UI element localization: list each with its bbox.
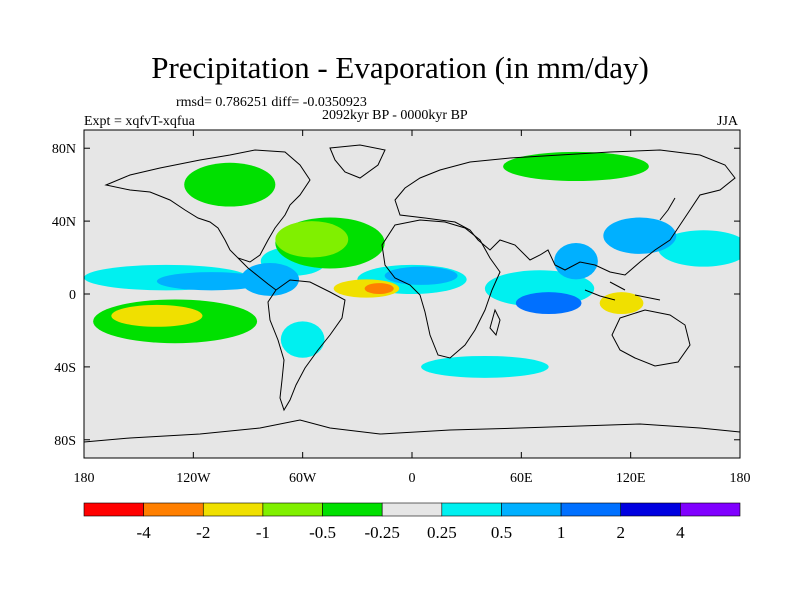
coast-south-america [267, 279, 346, 412]
colorbar-swatch [262, 502, 323, 517]
x-tick-label: 120E [616, 471, 646, 486]
coast-central-america [237, 257, 277, 291]
colorbar-label: -0.25 [364, 523, 399, 542]
axes: 180 120W 60W 0 60E 120E 180 80N 40N 0 40S 80S [52, 130, 751, 486]
coast-japan [659, 197, 676, 221]
x-tick-label: 60W [289, 471, 317, 486]
field-bay-of-bengal-positive [554, 242, 598, 280]
field-central-america-positive [240, 263, 300, 296]
coast-greenland [329, 144, 386, 179]
colorbar-swatch [381, 502, 443, 517]
y-tick-label: 80N [52, 142, 76, 157]
colorbar-swatch [322, 502, 383, 517]
field-atlantic-negative-core [364, 283, 394, 294]
colorbar-swatch [441, 502, 502, 517]
field-maritime-continent-negative [599, 292, 644, 315]
season-label: JJA [717, 114, 739, 129]
x-tick-label: 180 [74, 471, 95, 486]
stats-line: rmsd= 0.786251 diff= -0.0350923 [176, 95, 367, 110]
y-tick-label: 40N [52, 215, 76, 230]
map-background [84, 130, 740, 458]
colorbar-label: -4 [137, 523, 152, 542]
colorbar: -4 -2 -1 -0.5 -0.25 0.25 0.5 1 2 4 [83, 502, 741, 542]
field-siberia-dry [503, 151, 649, 182]
y-tick-label: 40S [54, 361, 76, 376]
field-southern-ocean-band [421, 355, 549, 378]
colorbar-swatch [83, 502, 144, 517]
field-south-pacific-negative [111, 304, 203, 327]
coast-africa [381, 219, 501, 359]
field-layer [84, 151, 740, 378]
colorbar-swatch [560, 502, 622, 517]
coast-eurasia [394, 149, 736, 276]
period-label: 2092kyr BP - 0000kyr BP [322, 108, 468, 123]
y-tick-label: 0 [69, 288, 76, 303]
x-tick-label: 120W [176, 471, 211, 486]
colorbar-label: -2 [196, 523, 210, 542]
colorbar-swatch [680, 502, 741, 517]
experiment-label: Expt = xqfvT-xqfua [84, 114, 195, 129]
field-north-atlantic-dry [275, 221, 349, 258]
field-north-pacific-positive [658, 230, 740, 267]
y-tick-label: 80S [54, 434, 76, 449]
colorbar-swatch [501, 502, 562, 517]
colorbar-swatch [202, 502, 264, 517]
x-tick-label: 0 [409, 471, 416, 486]
field-north-america-dry [184, 162, 276, 207]
coast-australia [611, 309, 691, 367]
field-east-asia-positive [603, 217, 677, 254]
field-pacific-itcz-positive [156, 272, 267, 291]
coast-antarctica [84, 419, 740, 443]
colorbar-label: -1 [256, 523, 270, 542]
coast-indonesia [584, 281, 661, 301]
coast-north-america [104, 149, 311, 263]
x-tick-label: 180 [730, 471, 751, 486]
colorbar-label: 0.25 [427, 523, 457, 542]
field-indian-ocean-positive [515, 292, 582, 315]
colorbar-label: 4 [676, 523, 685, 542]
x-tick-label: 60E [510, 471, 533, 486]
map-title: Precipitation - Evaporation (in mm/day) [151, 50, 649, 85]
colorbar-swatch [143, 502, 204, 517]
colorbar-label: 0.5 [491, 523, 512, 542]
coastlines [84, 144, 740, 443]
colorbar-label: -0.5 [309, 523, 336, 542]
colorbar-swatch [620, 502, 681, 517]
colorbar-label: 2 [616, 523, 625, 542]
coast-madagascar [489, 308, 501, 337]
colorbar-label: 1 [557, 523, 566, 542]
field-south-america-wet [280, 321, 325, 358]
field-sahel-positive [384, 266, 458, 285]
